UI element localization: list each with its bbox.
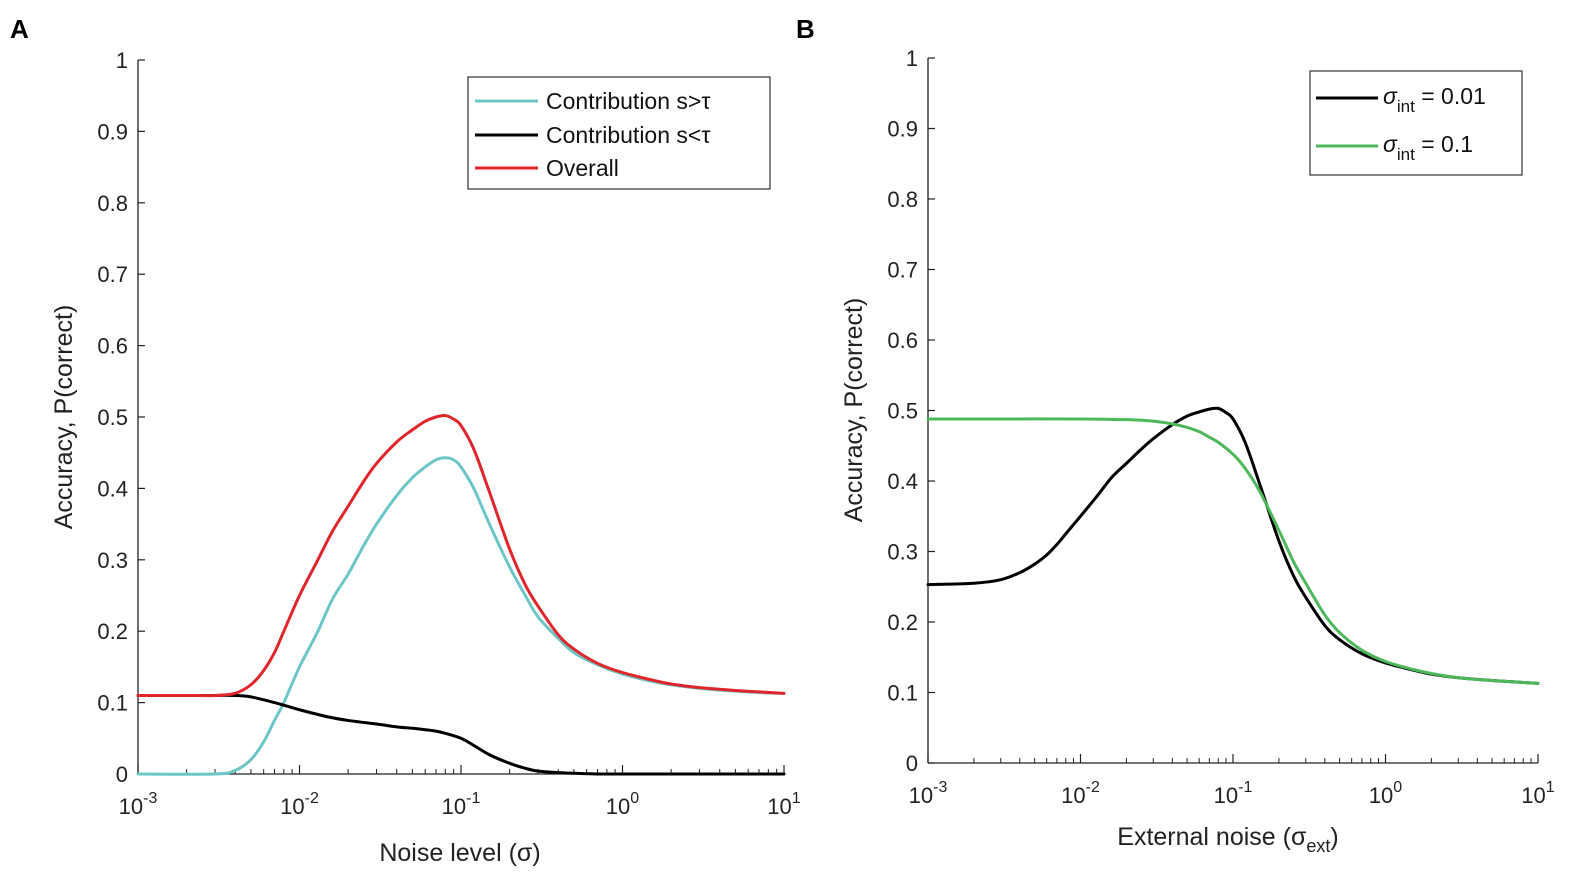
legend-sub: int [1397,97,1415,116]
x-tick-base: 10 [442,794,466,819]
x-tick-base: 10 [606,794,630,819]
y-tick-label: 0.5 [887,399,918,424]
y-tick-label: 0.4 [97,476,128,501]
x-tick-base: 10 [1061,783,1085,808]
panel-a-ylabel: Accuracy, P(correct) [50,305,78,530]
panel-a-legend: Contribution s>τ Contribution s<τ Overal… [467,76,771,190]
x-tick-base: 10 [119,794,143,819]
series-line-a-2 [136,413,786,698]
legend-box [1309,70,1523,176]
panel-a-letter: A [10,14,29,44]
y-tick-label: 0.6 [97,334,128,359]
x-tick-exp: -2 [1086,779,1100,796]
series-line-b-1 [926,417,1540,685]
panel-b-ylabel: Accuracy, P(correct) [840,298,868,523]
y-tick-label: 0.2 [97,619,128,644]
x-tick-base: 10 [909,783,933,808]
y-tick-label: 0.5 [97,405,128,430]
x-tick-exp: -3 [933,779,947,796]
y-tick-label: 0.3 [887,540,918,565]
x-tick-label: 10-2 [280,790,319,819]
x-tick-base: 10 [767,794,791,819]
x-tick-exp: -3 [143,790,157,807]
x-tick-label: 10-3 [909,779,948,808]
x-tick-exp: -1 [466,790,480,807]
y-tick-label: 0.8 [887,187,918,212]
y-tick-label: 0.1 [97,691,128,716]
x-tick-label: 10-1 [442,790,481,819]
panel-a-xlabel: Noise level (σ) [379,839,540,867]
legend-sigma-symbol: σ [1383,83,1398,109]
y-tick-label: 1 [906,46,918,71]
panel-b-xlabel-main: External noise (σ [1117,823,1307,851]
panel-b-xlabel: External noise (σext) [1117,823,1338,856]
x-tick-label: 10-3 [119,790,158,819]
y-tick-label: 0.1 [887,681,918,706]
x-tick-exp: 1 [1546,779,1555,796]
y-tick-label: 0.6 [887,328,918,353]
legend-value: = 0.01 [1415,83,1486,109]
y-tick-label: 0.9 [887,117,918,142]
legend-label-sigma-int-01: σint = 0.1 [1383,131,1473,164]
series-line-a-1 [136,693,786,776]
panel-b-legend: σint = 0.01 σint = 0.1 [1309,70,1523,176]
x-tick-label: 101 [1521,779,1554,808]
y-tick-label: 0.2 [887,610,918,635]
x-tick-base: 10 [280,794,304,819]
y-tick-label: 0 [116,762,128,787]
x-tick-base: 10 [1369,783,1393,808]
legend-label-contribution-below: Contribution s<τ [546,122,710,148]
panel-b-xlabel-close: ) [1330,823,1338,851]
y-tick-label: 0.7 [97,262,128,287]
legend-label-sigma-int-001: σint = 0.01 [1383,83,1486,116]
x-tick-label: 10-2 [1061,779,1100,808]
legend-sigma-symbol: σ [1383,131,1398,157]
y-tick-label: 0.9 [97,119,128,144]
x-tick-base: 10 [1521,783,1545,808]
y-tick-label: 0 [906,751,918,776]
x-tick-exp: 1 [792,790,801,807]
legend-label-contribution-above: Contribution s>τ [546,88,710,114]
x-tick-exp: 0 [1393,779,1402,796]
x-tick-exp: 0 [630,790,639,807]
y-tick-label: 1 [116,48,128,73]
legend-box [467,76,771,190]
x-tick-label: 100 [1369,779,1402,808]
y-tick-label: 0.4 [887,469,918,494]
panel-b-letter: B [796,14,815,44]
x-tick-base: 10 [1214,783,1238,808]
legend-sub: int [1397,145,1415,164]
y-tick-label: 0.8 [97,191,128,216]
x-tick-label: 100 [606,790,639,819]
x-tick-exp: -2 [305,790,319,807]
x-tick-exp: -1 [1238,779,1252,796]
panel-a: A 00.10.20.30.40.50.60.70.80.91 10-3 10-2… [10,14,801,867]
panel-b-xlabel-sub: ext [1306,836,1330,856]
legend-value: = 0.1 [1415,131,1473,157]
x-tick-label: 101 [767,790,800,819]
x-tick-label: 10-1 [1214,779,1253,808]
y-tick-label: 0.3 [97,548,128,573]
y-tick-label: 0.7 [887,258,918,283]
legend-label-overall: Overall [546,155,619,181]
panel-b: B 00.10.20.30.40.50.60.70.80.91 10-3 10-2… [796,14,1555,856]
